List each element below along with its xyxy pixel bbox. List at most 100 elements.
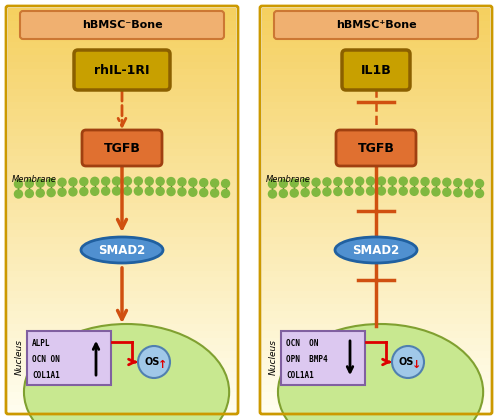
Circle shape <box>268 180 276 188</box>
Circle shape <box>200 178 208 186</box>
Bar <box>262 385 490 392</box>
Circle shape <box>432 188 440 196</box>
Bar <box>8 15 236 21</box>
Text: SMAD2: SMAD2 <box>352 244 400 257</box>
Ellipse shape <box>335 237 417 263</box>
Circle shape <box>47 189 55 197</box>
Bar <box>262 338 490 345</box>
Bar <box>262 277 490 284</box>
Bar <box>8 358 236 365</box>
Circle shape <box>91 177 99 185</box>
Ellipse shape <box>278 324 483 420</box>
Circle shape <box>210 189 218 197</box>
Circle shape <box>222 179 230 188</box>
Bar <box>262 223 490 230</box>
Bar <box>262 129 490 136</box>
FancyBboxPatch shape <box>27 331 111 385</box>
Bar <box>262 156 490 163</box>
Bar <box>262 89 490 95</box>
Circle shape <box>432 178 440 186</box>
Bar <box>8 210 236 217</box>
Bar <box>262 210 490 217</box>
Circle shape <box>378 187 386 195</box>
Bar <box>262 237 490 244</box>
Bar <box>8 170 236 176</box>
Bar <box>8 116 236 123</box>
Circle shape <box>189 178 197 186</box>
Bar <box>8 365 236 372</box>
Bar <box>8 311 236 318</box>
Circle shape <box>464 189 472 197</box>
Bar <box>8 55 236 62</box>
Circle shape <box>476 179 484 188</box>
Bar <box>8 217 236 223</box>
Bar <box>8 136 236 143</box>
Circle shape <box>378 177 386 185</box>
Circle shape <box>124 187 132 195</box>
Bar <box>8 48 236 55</box>
Bar <box>262 331 490 338</box>
Bar <box>262 197 490 203</box>
FancyBboxPatch shape <box>281 331 365 385</box>
Text: OS: OS <box>398 357 413 367</box>
Circle shape <box>210 179 218 187</box>
Circle shape <box>200 189 208 197</box>
Bar <box>262 230 490 237</box>
Bar <box>8 244 236 250</box>
Circle shape <box>69 188 77 196</box>
Text: ↑: ↑ <box>158 360 168 370</box>
Bar <box>262 28 490 35</box>
Bar <box>262 297 490 304</box>
Bar <box>8 28 236 35</box>
Bar <box>8 163 236 170</box>
Bar <box>262 95 490 102</box>
Text: OCN ON: OCN ON <box>32 355 60 365</box>
Text: Membrane: Membrane <box>266 176 311 184</box>
Circle shape <box>138 346 170 378</box>
Bar <box>8 345 236 352</box>
Bar <box>8 318 236 325</box>
Bar <box>262 15 490 21</box>
Bar <box>8 95 236 102</box>
Bar <box>8 190 236 197</box>
Circle shape <box>345 187 353 195</box>
Text: OS: OS <box>144 357 160 367</box>
Circle shape <box>366 177 374 185</box>
Bar <box>262 352 490 358</box>
Bar <box>262 190 490 197</box>
FancyBboxPatch shape <box>74 50 170 90</box>
Text: COL1A1: COL1A1 <box>32 372 60 381</box>
Bar <box>262 116 490 123</box>
Bar <box>262 291 490 297</box>
Bar <box>262 163 490 170</box>
Circle shape <box>189 188 197 196</box>
Bar <box>8 297 236 304</box>
Bar <box>8 277 236 284</box>
Bar <box>262 325 490 331</box>
Circle shape <box>47 178 55 186</box>
Bar <box>262 35 490 42</box>
Text: IL1B: IL1B <box>360 63 392 76</box>
Circle shape <box>410 187 418 195</box>
Circle shape <box>91 187 99 195</box>
Bar <box>8 183 236 190</box>
Bar <box>8 176 236 183</box>
Circle shape <box>26 189 34 197</box>
Bar <box>8 372 236 378</box>
Circle shape <box>290 179 298 187</box>
Circle shape <box>312 188 320 196</box>
Circle shape <box>134 187 142 195</box>
Bar <box>262 42 490 48</box>
Bar <box>8 325 236 331</box>
Circle shape <box>26 179 34 188</box>
Circle shape <box>112 187 120 195</box>
Bar <box>262 68 490 75</box>
Text: Nucleus: Nucleus <box>268 339 278 375</box>
Circle shape <box>323 188 331 196</box>
Bar <box>8 284 236 291</box>
Circle shape <box>454 189 462 197</box>
Bar <box>262 304 490 311</box>
Circle shape <box>167 188 175 196</box>
Circle shape <box>145 187 153 195</box>
Bar <box>262 358 490 365</box>
